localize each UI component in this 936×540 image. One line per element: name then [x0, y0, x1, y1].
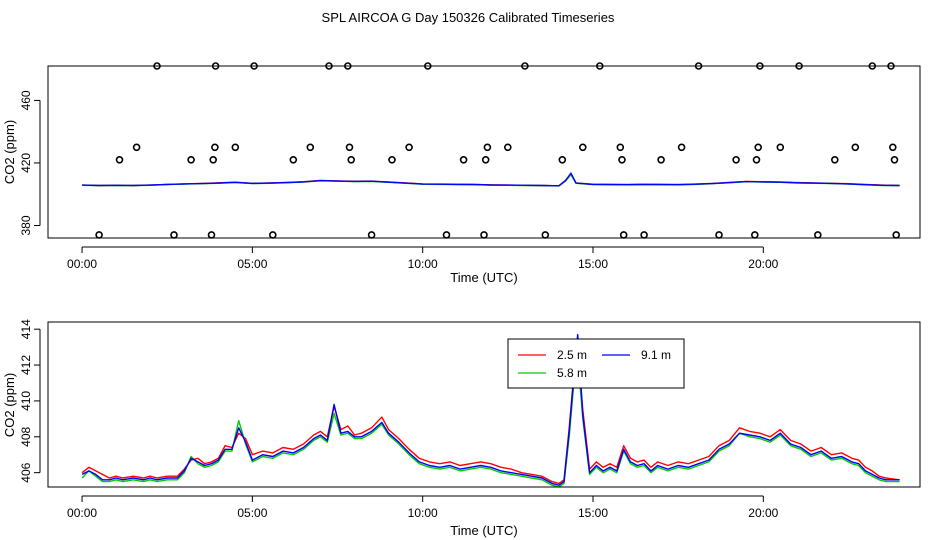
- bottom-x-tick-label: 15:00: [578, 506, 608, 520]
- top-calibration-point: [503, 143, 512, 152]
- top-calibration-point: [209, 156, 217, 164]
- top-calibration-point: [459, 156, 468, 164]
- top-ylabel: CO2 (ppm): [2, 120, 17, 184]
- top-calibration-point: [890, 156, 899, 164]
- top-calibration-point: [558, 156, 567, 164]
- top-calibration-point: [187, 156, 195, 164]
- bottom-x-tick-label: 00:00: [67, 506, 97, 520]
- bottom-y-tick-label: 408: [19, 426, 33, 446]
- top-x-tick-label: 00:00: [67, 257, 97, 271]
- top-calibration-point: [616, 143, 625, 152]
- bottom-panel: 00:00 05:00 10:00 15:00 20:00 406 408 410 412 414…: [2, 319, 921, 538]
- top-calibration-point: [657, 156, 665, 164]
- top-calibration-point: [132, 143, 141, 152]
- top-calibration-point: [732, 156, 740, 164]
- top-calibration-point: [752, 156, 761, 164]
- bottom-series-2-5-m: [81, 346, 900, 485]
- bottom-y-tick-label: 414: [19, 319, 33, 339]
- top-calibration-point: [830, 156, 839, 164]
- top-y-tick-label: 420: [19, 153, 33, 173]
- top-calibration-point: [618, 156, 626, 164]
- bottom-x-tick-label: 10:00: [408, 506, 438, 520]
- top-x-tick-label: 15:00: [578, 257, 608, 271]
- top-calibration-point: [851, 143, 860, 152]
- bottom-ylabel: CO2 (ppm): [2, 373, 17, 437]
- figure-title: SPL AIRCOA G Day 150326 Calibrated Times…: [322, 10, 615, 25]
- top-calibration-point: [776, 143, 785, 152]
- top-calibration-point: [345, 143, 354, 152]
- bottom-xlabel: Time (UTC): [450, 523, 517, 538]
- top-y-tick-label: 460: [19, 90, 33, 110]
- bottom-series-group: [81, 333, 900, 488]
- legend-label-2-5m: 2.5 m: [557, 348, 587, 362]
- top-calibration-point: [388, 156, 396, 164]
- legend-label-5-8m: 5.8 m: [557, 366, 587, 380]
- top-panel: 00:00 05:00 10:00 15:00 20:00 380 420 460 Time …: [2, 62, 921, 285]
- bottom-y-tick-label: 406: [19, 462, 33, 482]
- top-x-tick-label: 20:00: [748, 257, 778, 271]
- top-calibration-point: [231, 143, 240, 152]
- legend: 2.5 m 5.8 m 9.1 m: [507, 338, 685, 389]
- bottom-plot-frame: [47, 321, 921, 488]
- top-axes: 00:00 05:00 10:00 15:00 20:00 380 420 460: [19, 90, 779, 271]
- top-xlabel: Time (UTC): [450, 270, 517, 285]
- top-plot-frame: [47, 65, 921, 239]
- top-calibration-point: [754, 143, 763, 152]
- bottom-axes: 00:00 05:00 10:00 15:00 20:00 406 408 410 412 414: [19, 319, 779, 520]
- top-calibration-point: [888, 143, 897, 152]
- bottom-x-tick-label: 05:00: [237, 506, 267, 520]
- bottom-y-tick-label: 412: [19, 355, 33, 375]
- top-calibration-point: [115, 156, 124, 164]
- top-series-9-1-m: [82, 172, 900, 187]
- top-x-tick-label: 05:00: [237, 257, 267, 271]
- top-x-tick-label: 10:00: [408, 257, 438, 271]
- top-y-tick-label: 380: [19, 215, 33, 235]
- top-calibration-point: [306, 143, 315, 152]
- bottom-x-tick-label: 20:00: [748, 506, 778, 520]
- bottom-series-5-8-m: [81, 355, 900, 488]
- top-calibration-point: [677, 143, 686, 152]
- top-calibration-point: [289, 156, 298, 164]
- top-calibration-point: [405, 143, 413, 152]
- top-calibration-point: [347, 156, 356, 164]
- bottom-y-tick-label: 410: [19, 391, 33, 411]
- top-calibration-point: [578, 143, 587, 152]
- top-calibration-point: [481, 156, 490, 164]
- top-calibration-point: [211, 143, 219, 152]
- bottom-series-9-1-m: [81, 333, 900, 486]
- legend-label-9-1m: 9.1 m: [641, 348, 671, 362]
- top-calibration-point: [483, 143, 492, 152]
- legend-box: [507, 338, 685, 389]
